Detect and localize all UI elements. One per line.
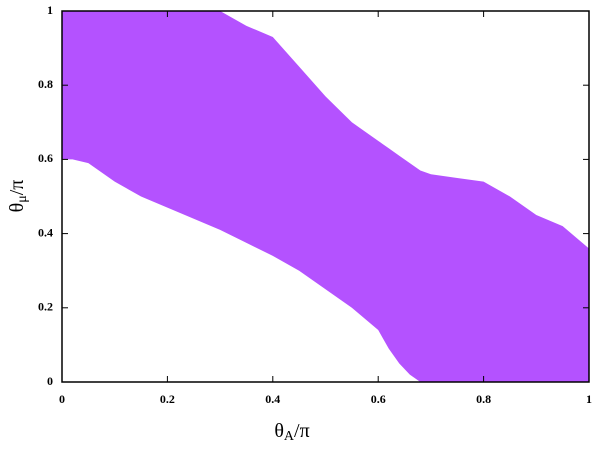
y-tick-label: 0.4	[38, 225, 53, 239]
y-tick-label: 1	[47, 3, 53, 17]
x-axis-label: θA/π	[274, 420, 309, 445]
x-tick-label: 0.4	[265, 392, 280, 406]
y-tick-label: 0.6	[38, 151, 53, 165]
x-tick-label: 1	[586, 392, 592, 406]
band-area	[62, 11, 589, 382]
x-tick-label: 0.6	[371, 392, 386, 406]
y-label-base: θ	[6, 203, 28, 213]
y-tick-label: 0.8	[38, 77, 53, 91]
plot-frame	[61, 10, 590, 383]
x-label-sub: A	[284, 429, 295, 444]
x-tick-label: 0.2	[160, 392, 175, 406]
y-label-rest: /π	[6, 180, 28, 196]
x-tick-label: 0	[59, 392, 65, 406]
y-axis-label: θμ/π	[6, 180, 31, 213]
x-label-rest: /π	[294, 420, 310, 442]
y-tick-label: 0.2	[38, 300, 53, 314]
x-tick-label: 0.8	[476, 392, 491, 406]
y-label-sub: μ	[15, 195, 30, 203]
x-label-base: θ	[274, 420, 284, 442]
y-tick-label: 0	[47, 374, 53, 388]
